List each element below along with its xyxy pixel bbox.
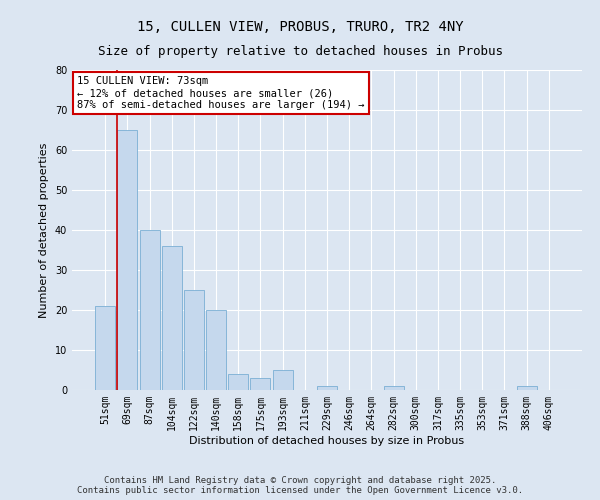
- Bar: [517, 386, 536, 390]
- Text: 15 CULLEN VIEW: 73sqm
← 12% of detached houses are smaller (26)
87% of semi-deta: 15 CULLEN VIEW: 73sqm ← 12% of detached …: [77, 76, 365, 110]
- Bar: [184, 290, 204, 390]
- Text: Size of property relative to detached houses in Probus: Size of property relative to detached ho…: [97, 45, 503, 58]
- Bar: [250, 378, 271, 390]
- Bar: [140, 230, 160, 390]
- Bar: [317, 386, 337, 390]
- Bar: [118, 130, 137, 390]
- Y-axis label: Number of detached properties: Number of detached properties: [39, 142, 49, 318]
- Bar: [228, 374, 248, 390]
- Text: 15, CULLEN VIEW, PROBUS, TRURO, TR2 4NY: 15, CULLEN VIEW, PROBUS, TRURO, TR2 4NY: [137, 20, 463, 34]
- X-axis label: Distribution of detached houses by size in Probus: Distribution of detached houses by size …: [190, 436, 464, 446]
- Bar: [383, 386, 404, 390]
- Text: Contains HM Land Registry data © Crown copyright and database right 2025.
Contai: Contains HM Land Registry data © Crown c…: [77, 476, 523, 495]
- Bar: [95, 306, 115, 390]
- Bar: [162, 246, 182, 390]
- Bar: [206, 310, 226, 390]
- Bar: [272, 370, 293, 390]
